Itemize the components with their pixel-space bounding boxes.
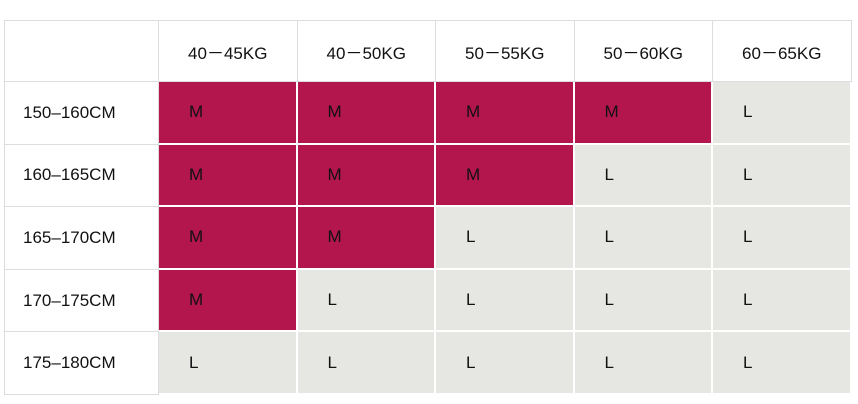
column-header: 50－60KG bbox=[574, 20, 713, 82]
row-label: 165–170CM bbox=[4, 207, 159, 270]
size-cell: L bbox=[713, 269, 852, 333]
size-cell: L bbox=[297, 269, 436, 333]
size-cell: L bbox=[436, 269, 575, 333]
size-cell: M bbox=[574, 82, 713, 145]
size-cell: L bbox=[713, 332, 852, 395]
size-cell: M bbox=[159, 207, 298, 270]
size-cell: M bbox=[436, 82, 575, 145]
size-cell: L bbox=[436, 332, 575, 395]
column-header: 40－50KG bbox=[297, 20, 436, 82]
size-cell: L bbox=[159, 332, 298, 395]
size-cell: M bbox=[159, 82, 298, 145]
size-cell: M bbox=[297, 82, 436, 145]
size-cell: L bbox=[713, 207, 852, 270]
row-label: 170–175CM bbox=[4, 269, 159, 333]
column-header: 40－45KG bbox=[159, 20, 298, 82]
size-cell: L bbox=[436, 207, 575, 270]
size-cell: M bbox=[297, 207, 436, 270]
size-cell: L bbox=[574, 332, 713, 395]
row-label: 160–165CM bbox=[4, 144, 159, 208]
size-cell: L bbox=[713, 82, 852, 145]
size-cell: L bbox=[574, 207, 713, 270]
row-label: 175–180CM bbox=[4, 332, 159, 395]
column-header: 50－55KG bbox=[436, 20, 575, 82]
size-cell: L bbox=[297, 332, 436, 395]
column-header: 60－65KG bbox=[713, 20, 852, 82]
row-label: 150–160CM bbox=[4, 82, 159, 145]
size-cell: L bbox=[574, 269, 713, 333]
size-cell: M bbox=[159, 144, 298, 208]
size-cell: L bbox=[713, 144, 852, 208]
size-cell: M bbox=[436, 144, 575, 208]
size-cell: M bbox=[159, 269, 298, 333]
size-cell: M bbox=[297, 144, 436, 208]
corner-cell bbox=[4, 20, 159, 82]
size-cell: L bbox=[574, 144, 713, 208]
